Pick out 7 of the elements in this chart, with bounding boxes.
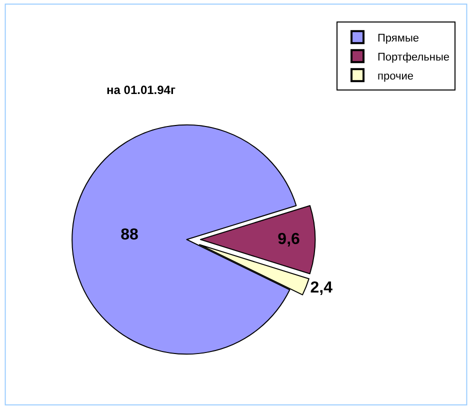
text: на 01.01.94г: [106, 83, 176, 98]
data-label: 2,4: [310, 280, 333, 297]
legend-label: прочие: [378, 70, 414, 82]
legend-label: Прямые: [378, 32, 419, 44]
legend-label: Портфельные: [378, 51, 450, 64]
data-label: 9,6: [278, 231, 300, 248]
data-label: 88: [120, 226, 139, 244]
